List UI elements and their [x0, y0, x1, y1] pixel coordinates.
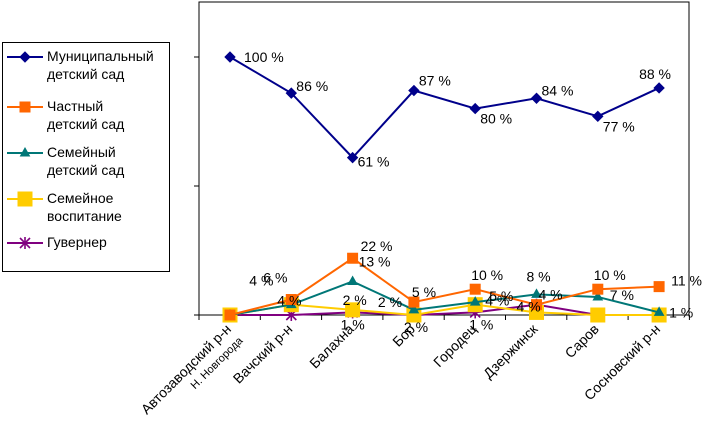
data-label: 1 % [669, 304, 693, 320]
data-point [531, 288, 542, 298]
data-label: 5 % [489, 288, 513, 304]
legend-label: Семейное воспитание [47, 190, 122, 224]
legend-item: Муниципальный детский сад [5, 47, 154, 83]
data-point [530, 92, 543, 104]
legend-label: Гувернер [47, 234, 107, 250]
legend-marker [19, 101, 31, 113]
data-point [346, 151, 359, 164]
data-point [285, 294, 297, 306]
data-point [531, 299, 542, 311]
legend-swatch [7, 51, 43, 63]
legend-label: Семейный детский сад [47, 144, 125, 178]
data-point [653, 306, 665, 316]
legend-swatch [7, 237, 43, 249]
legend-item: Семейное воспитание [5, 189, 122, 225]
data-label: 2 % [404, 319, 428, 335]
series-line [229, 56, 660, 160]
data-label: 4 % [249, 273, 273, 289]
series-line [229, 303, 660, 317]
data-point [347, 252, 359, 264]
data-point [653, 281, 665, 293]
data-point [408, 84, 420, 97]
legend-marker [19, 146, 31, 157]
x-tick-label: Саров [562, 321, 602, 361]
legend-swatch [7, 146, 43, 157]
data-label: 80 % [480, 111, 512, 127]
legend-label: Муниципальный детский сад [47, 48, 154, 82]
legend: Муниципальный детский сад Частный детский… [2, 42, 170, 272]
legend-item: Частный детский сад [5, 97, 124, 133]
data-point [469, 283, 481, 295]
data-label: 61 % [358, 154, 390, 170]
data-label: 4 % [277, 293, 301, 309]
data-point [469, 296, 481, 306]
data-point [592, 110, 604, 123]
data-label: 4 % [485, 293, 509, 309]
data-point [592, 283, 604, 295]
data-label: 1 % [469, 316, 493, 332]
data-point [408, 303, 420, 314]
data-label: 2 % [378, 294, 402, 310]
series-line [229, 280, 660, 316]
data-point [469, 102, 481, 115]
data-point [285, 87, 298, 99]
legend-swatch [7, 101, 43, 113]
data-label: 6 % [263, 270, 287, 286]
data-label: 7 % [610, 287, 634, 303]
data-label: 2 % [343, 292, 367, 308]
legend-label: Частный детский сад [47, 98, 125, 132]
legend-swatch [7, 191, 43, 207]
data-label: 13 % [359, 253, 391, 269]
data-label: 4 % [517, 298, 541, 314]
data-label: 100 % [244, 49, 284, 65]
data-label: 10 % [594, 267, 626, 283]
data-point [224, 309, 236, 321]
series-line [229, 257, 660, 316]
x-tick-label: Городец [430, 321, 479, 370]
data-label: 88 % [639, 66, 671, 82]
data-point [592, 290, 604, 301]
legend-marker [19, 51, 31, 63]
data-label: 11 % [671, 273, 702, 289]
data-point [224, 51, 236, 63]
data-label: 86 % [296, 78, 328, 94]
data-label: 10 % [471, 267, 503, 283]
x-tick-label: Вачский р-н [230, 321, 296, 387]
plot-area [198, 1, 690, 316]
data-label: 1 % [341, 316, 365, 332]
data-label: 5 % [412, 284, 436, 300]
data-point [590, 307, 606, 323]
data-point [347, 275, 358, 285]
data-point [408, 296, 420, 308]
x-tick-label: Балахна [306, 321, 357, 372]
data-label: 87 % [419, 73, 451, 89]
legend-item: Гувернер [5, 233, 107, 253]
data-label: 4 % [539, 287, 563, 303]
data-point [653, 82, 665, 94]
legend-marker [17, 191, 33, 207]
data-point [345, 302, 361, 318]
data-label: 8 % [527, 268, 551, 284]
legend-item: Семейный детский сад [5, 143, 124, 179]
legend-marker [19, 237, 31, 249]
data-label: 84 % [542, 82, 574, 98]
data-label: 22 % [361, 238, 393, 254]
series-line [230, 303, 660, 317]
data-label: 77 % [603, 118, 635, 134]
